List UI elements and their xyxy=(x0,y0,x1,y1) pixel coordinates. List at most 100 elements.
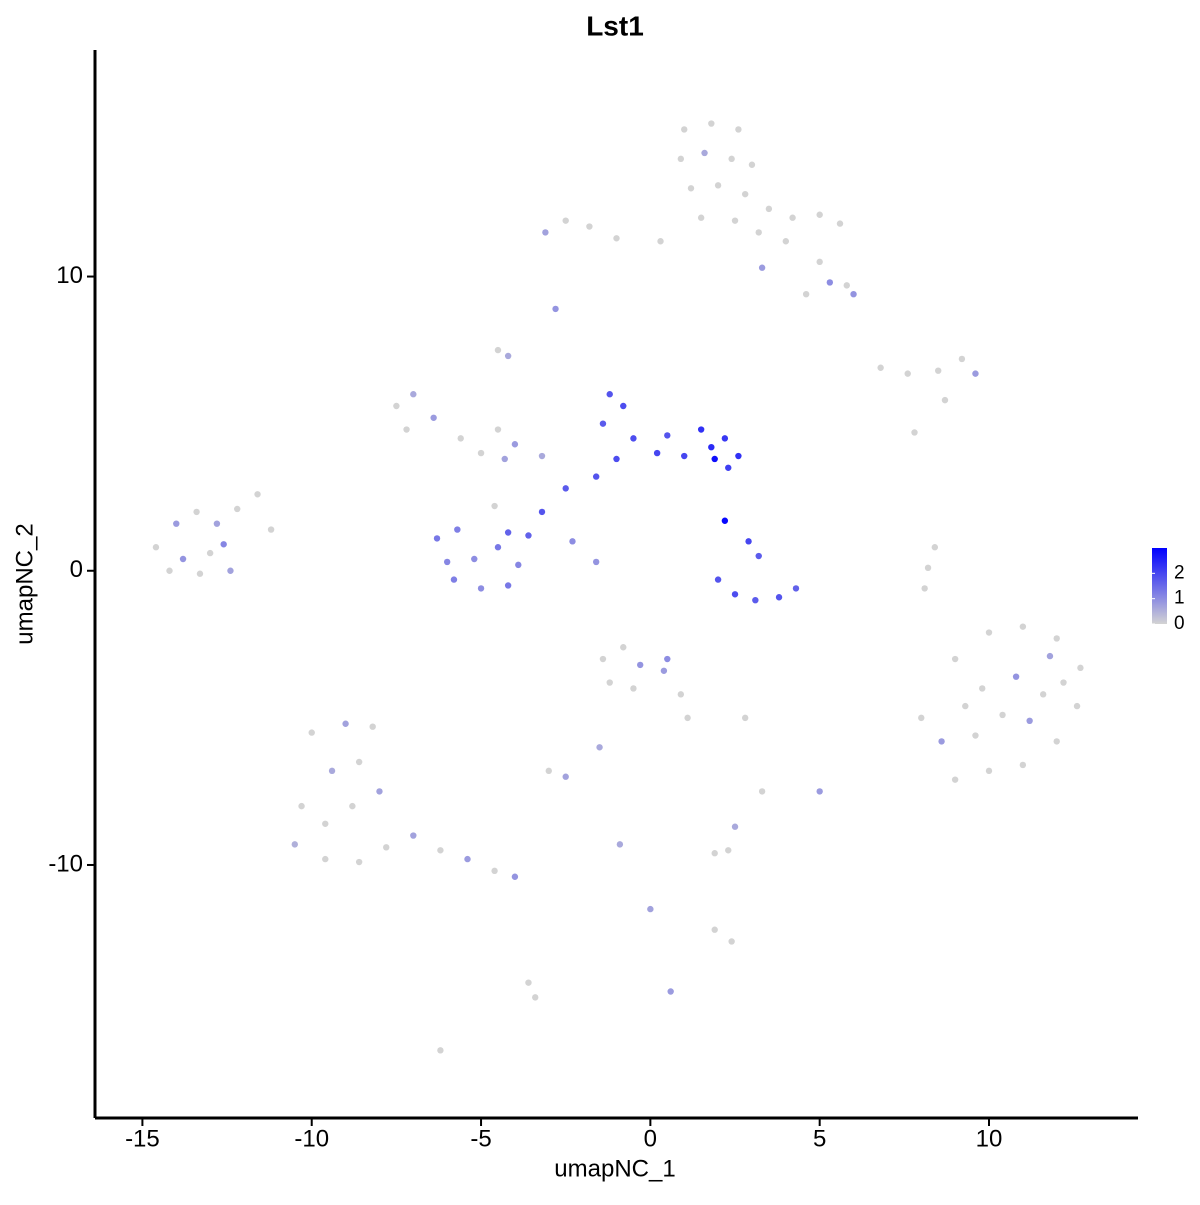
cell-point xyxy=(355,758,363,766)
cell-point xyxy=(308,729,315,736)
cell-point xyxy=(355,858,363,866)
cell-point xyxy=(911,429,918,436)
cell-point xyxy=(677,691,685,698)
cell-point xyxy=(789,214,796,221)
cell-point xyxy=(592,558,600,566)
colorbar xyxy=(1152,548,1167,624)
cell-point xyxy=(711,926,718,933)
cell-point xyxy=(1073,702,1081,710)
cell-point xyxy=(511,441,519,448)
cell-point xyxy=(782,238,790,245)
cell-point xyxy=(504,529,512,536)
colorbar-tick-label: 1 xyxy=(1174,588,1185,609)
x-tick-label: 5 xyxy=(813,1125,826,1152)
cell-point xyxy=(477,585,485,592)
cell-point xyxy=(714,182,722,189)
cell-point xyxy=(735,452,742,460)
cell-point xyxy=(569,538,576,545)
cell-point xyxy=(491,502,498,510)
cell-point xyxy=(620,644,627,651)
cell-point xyxy=(941,396,949,404)
cell-point xyxy=(687,185,695,192)
cell-point xyxy=(836,220,844,227)
cell-point xyxy=(538,508,546,516)
x-tick-label: -10 xyxy=(294,1125,329,1152)
cell-point xyxy=(322,855,329,863)
colorbar-tick-label: 2 xyxy=(1174,562,1185,583)
cell-point xyxy=(741,190,749,198)
cell-point xyxy=(525,979,532,986)
cell-point xyxy=(697,426,705,433)
cell-point xyxy=(792,585,800,592)
cell-point xyxy=(938,738,945,745)
cell-point xyxy=(758,788,766,795)
cell-point xyxy=(454,526,461,533)
cell-point xyxy=(538,452,546,460)
cell-point xyxy=(775,594,783,601)
cell-point xyxy=(918,714,925,722)
cell-point xyxy=(562,217,569,224)
cell-point xyxy=(731,591,739,598)
cell-point xyxy=(1012,673,1020,680)
cell-point xyxy=(613,455,620,463)
cell-point xyxy=(935,367,942,374)
cell-point xyxy=(450,576,458,583)
cell-point xyxy=(291,841,298,848)
cell-point xyxy=(667,988,674,995)
cell-point xyxy=(213,520,221,527)
colorbar-tick-label: 0 xyxy=(1174,613,1185,634)
cell-point xyxy=(697,214,705,221)
x-tick-label: -5 xyxy=(470,1125,491,1152)
cell-point xyxy=(501,455,508,463)
cell-point xyxy=(443,558,451,566)
cell-point xyxy=(471,555,478,563)
cell-point xyxy=(1019,623,1027,630)
cell-point xyxy=(477,449,485,457)
cell-point xyxy=(681,452,688,460)
cell-point xyxy=(664,655,671,663)
x-tick-label: 0 xyxy=(644,1125,657,1152)
cell-point xyxy=(745,538,752,545)
cell-point xyxy=(962,702,969,710)
cell-point xyxy=(437,847,444,854)
cell-point xyxy=(921,585,928,592)
cell-point xyxy=(410,832,417,839)
cell-point xyxy=(234,505,241,513)
y-axis-label: umapNC_2 xyxy=(11,523,38,644)
cell-point xyxy=(606,679,613,686)
cell-point xyxy=(193,508,200,516)
cell-point xyxy=(728,155,735,163)
cell-point xyxy=(376,788,383,795)
cell-point xyxy=(721,435,729,442)
cell-point xyxy=(637,661,644,669)
cell-point xyxy=(328,767,336,775)
cell-point xyxy=(410,391,417,398)
cell-point xyxy=(254,491,261,498)
cell-point xyxy=(752,596,759,604)
cell-point xyxy=(1053,635,1060,642)
cell-point xyxy=(714,576,722,583)
cell-point xyxy=(606,391,613,398)
cell-point xyxy=(684,714,691,722)
cell-point xyxy=(630,685,637,692)
cell-point xyxy=(1053,738,1060,745)
cell-point xyxy=(515,561,522,569)
cell-point xyxy=(403,426,410,433)
cell-point xyxy=(166,567,173,574)
cell-point xyxy=(765,205,773,213)
cell-point xyxy=(620,402,627,410)
cell-point xyxy=(457,435,464,442)
cell-point xyxy=(545,767,552,775)
cell-point xyxy=(383,844,390,851)
cell-point xyxy=(562,485,569,492)
x-axis-label: umapNC_1 xyxy=(554,1155,675,1182)
cell-point xyxy=(677,155,685,163)
cell-point xyxy=(532,994,539,1001)
cell-point xyxy=(647,905,654,913)
cell-point xyxy=(494,346,502,354)
cell-point xyxy=(369,723,376,730)
cell-point xyxy=(951,655,959,663)
cell-point xyxy=(755,229,762,236)
cell-point xyxy=(599,655,607,663)
